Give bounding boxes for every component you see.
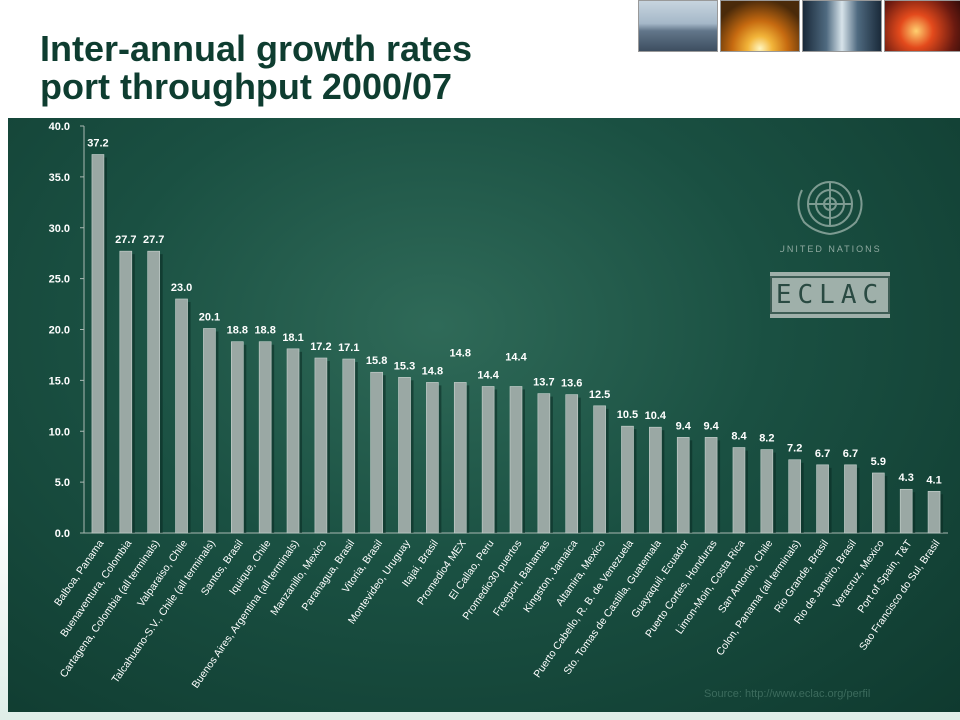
harbor-ship-icon [638, 0, 718, 52]
bar [91, 154, 105, 534]
bar-value-label: 14.4 [477, 369, 499, 381]
bar-value-label: 4.3 [899, 472, 914, 484]
bar [481, 386, 495, 534]
eclac-text: ECLAC [769, 276, 891, 314]
y-tick-label: 25.0 [49, 274, 70, 286]
train-station-icon [802, 0, 882, 52]
bar-value-label: 14.4 [505, 351, 527, 363]
bar [565, 394, 579, 534]
light-trails-icon [884, 0, 960, 52]
bar-value-label: 10.5 [617, 409, 638, 421]
y-tick-label: 35.0 [49, 172, 70, 184]
bar [732, 447, 746, 534]
bar-value-label: 37.2 [87, 137, 108, 149]
bar [370, 371, 383, 534]
bar-value-label: 27.7 [115, 234, 136, 246]
bar-value-label: 8.2 [759, 433, 774, 445]
bar [649, 426, 662, 534]
bar [453, 382, 467, 534]
bar [119, 250, 133, 534]
bar [342, 358, 356, 534]
bar [509, 386, 523, 534]
y-tick-label: 5.0 [55, 477, 70, 489]
source-note: Source: http://www.eclac.org/perfil [704, 688, 871, 700]
bar [175, 298, 188, 534]
bar-value-label: 15.8 [366, 355, 387, 367]
page-title: Inter-annual growth rates port throughpu… [40, 30, 472, 106]
y-tick-label: 0.0 [55, 528, 70, 540]
y-tick-label: 30.0 [49, 223, 70, 235]
header-thumbnails [638, 0, 960, 52]
bars [91, 154, 944, 534]
bar [314, 357, 328, 534]
bar [676, 437, 690, 534]
title-line-2: port throughput 2000/07 [40, 66, 453, 107]
bar [398, 377, 411, 534]
bar-value-label: 17.1 [338, 342, 359, 354]
bar-value-label: 14.8 [422, 365, 443, 377]
bar-value-label: 14.8 [450, 347, 471, 359]
bar-value-label: 5.9 [871, 456, 886, 468]
bar [704, 437, 718, 534]
bar-value-label: 18.1 [282, 332, 303, 344]
y-tick-label: 15.0 [49, 375, 70, 387]
bar-value-label: 6.7 [843, 448, 858, 460]
bar-value-label: 15.3 [394, 360, 415, 372]
bar [537, 393, 551, 534]
eclac-logo: ECLAC [769, 272, 891, 318]
bar [426, 382, 439, 534]
bar [203, 328, 216, 534]
y-tick-label: 40.0 [49, 121, 70, 133]
bar [844, 464, 857, 534]
bar-value-label: 9.4 [703, 420, 719, 432]
bar [899, 488, 913, 534]
bar-value-label: 12.5 [589, 389, 610, 401]
bar-value-label: 13.7 [533, 377, 554, 389]
bar [816, 464, 829, 534]
bar [621, 425, 634, 534]
bar-value-label: 13.6 [561, 378, 582, 390]
united-nations-logo: UNITED NATIONS [778, 170, 880, 260]
bar-value-label: 8.4 [731, 431, 747, 443]
bar-value-label: 6.7 [815, 448, 830, 460]
y-tick-label: 10.0 [49, 426, 70, 438]
bar-value-label: 18.8 [227, 325, 248, 337]
bar [593, 405, 606, 534]
bar-value-label: 23.0 [171, 282, 192, 294]
bar-value-label: 4.1 [926, 474, 941, 486]
bar [788, 459, 802, 534]
bar [147, 250, 160, 534]
bar-value-label: 9.4 [676, 420, 692, 432]
bar [927, 490, 941, 534]
bar [872, 472, 885, 534]
title-line-1: Inter-annual growth rates [40, 28, 473, 69]
category-label: Balboa, Panama [52, 538, 106, 609]
bar-value-label: 18.8 [254, 325, 275, 337]
bar [258, 341, 272, 534]
bar-value-label: 17.2 [310, 341, 331, 353]
bar-value-label: 20.1 [199, 311, 220, 323]
bar [760, 449, 774, 534]
bar-value-label: 7.2 [787, 443, 802, 455]
bar-value-label: 27.7 [143, 234, 164, 246]
airplane-sunset-icon [720, 0, 800, 52]
bar-value-label: 10.4 [645, 410, 667, 422]
bar [286, 348, 300, 534]
united-nations-text: UNITED NATIONS [780, 244, 880, 254]
category-label: Valparaiso, Chile [135, 538, 190, 609]
y-tick-label: 20.0 [49, 325, 70, 337]
bar [230, 341, 244, 534]
